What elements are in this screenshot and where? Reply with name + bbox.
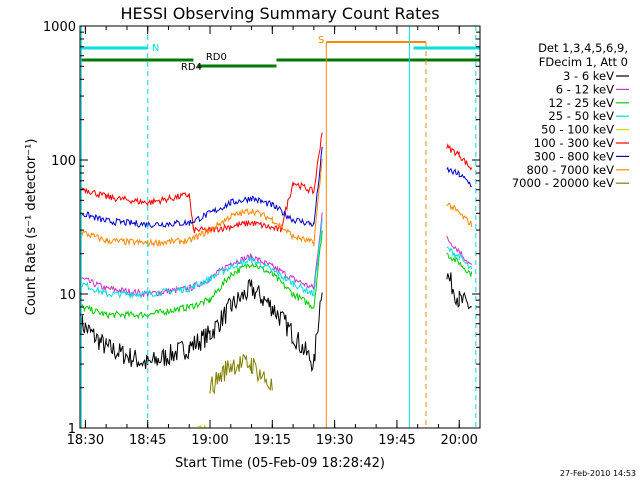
series-line-6 [81, 146, 472, 229]
series-line-8 [209, 353, 273, 395]
annotation-label-n: N [152, 43, 159, 54]
y-axis-label: Count Rate (s⁻¹ detector⁻¹) [24, 139, 39, 316]
x-tick-label: 19:15 [254, 433, 291, 448]
x-tick-label: 18:45 [129, 433, 166, 448]
x-tick-label: 20:00 [440, 433, 477, 448]
legend: Det 1,3,4,5,6,9, FDecim 1, Att 0 3 - 6 k… [512, 41, 629, 190]
legend-header-line-2: FDecim 1, Att 0 [539, 55, 628, 69]
legend-entry-label: 3 - 6 keV [563, 69, 614, 83]
legend-entry-label: 50 - 100 keV [541, 123, 614, 137]
series-line-0 [80, 272, 472, 373]
legend-entry-label: 100 - 300 keV [534, 136, 614, 150]
render-timestamp: 27-Feb-2010 14:53 [560, 469, 636, 478]
y-axis: 1 10 100 1000 [43, 20, 480, 437]
x-tick-label: 18:30 [67, 433, 104, 448]
series-line-1 [80, 212, 473, 297]
x-axis: 18:30 18:45 19:00 19:15 19:30 19:45 20:00 [67, 26, 481, 448]
series-line-4 [197, 424, 206, 428]
y-tick-label: 100 [51, 154, 76, 169]
y-tick-label: 10 [59, 288, 76, 303]
annotation-label-rd0: RD0 [206, 52, 227, 63]
y-tick-label: 1000 [43, 20, 76, 35]
x-tick-label: 19:45 [378, 433, 415, 448]
legend-entry-label: 800 - 7000 keV [526, 163, 614, 177]
x-tick-label: 19:00 [191, 433, 228, 448]
legend-header-line-1: Det 1,3,4,5,6,9, [538, 41, 628, 55]
x-tick-label: 19:30 [316, 433, 353, 448]
legend-entry-label: 6 - 12 keV [556, 82, 614, 96]
legend-entry-label: 300 - 800 keV [534, 149, 614, 163]
legend-entry-label: 7000 - 20000 keV [512, 176, 614, 190]
legend-entry-label: 12 - 25 keV [548, 96, 614, 110]
legend-entry-label: 25 - 50 keV [548, 109, 614, 123]
data-layer [80, 132, 473, 428]
series-line-5 [80, 132, 473, 234]
series-line-2 [80, 230, 473, 320]
series-line-7 [80, 158, 473, 248]
series-line-3 [81, 218, 473, 300]
plot-area: N RD0 RD4 S [80, 26, 480, 428]
annotation-layer: N RD0 RD4 S [80, 26, 480, 428]
annotation-label-s: S [318, 35, 324, 46]
x-axis-label: Start Time (05-Feb-09 18:28:42) [175, 456, 385, 471]
chart-title: HESSI Observing Summary Count Rates [120, 4, 439, 23]
plot-frame [79, 25, 481, 429]
y-tick-label: 1 [68, 422, 76, 437]
annotation-label-rd4: RD4 [181, 62, 202, 73]
